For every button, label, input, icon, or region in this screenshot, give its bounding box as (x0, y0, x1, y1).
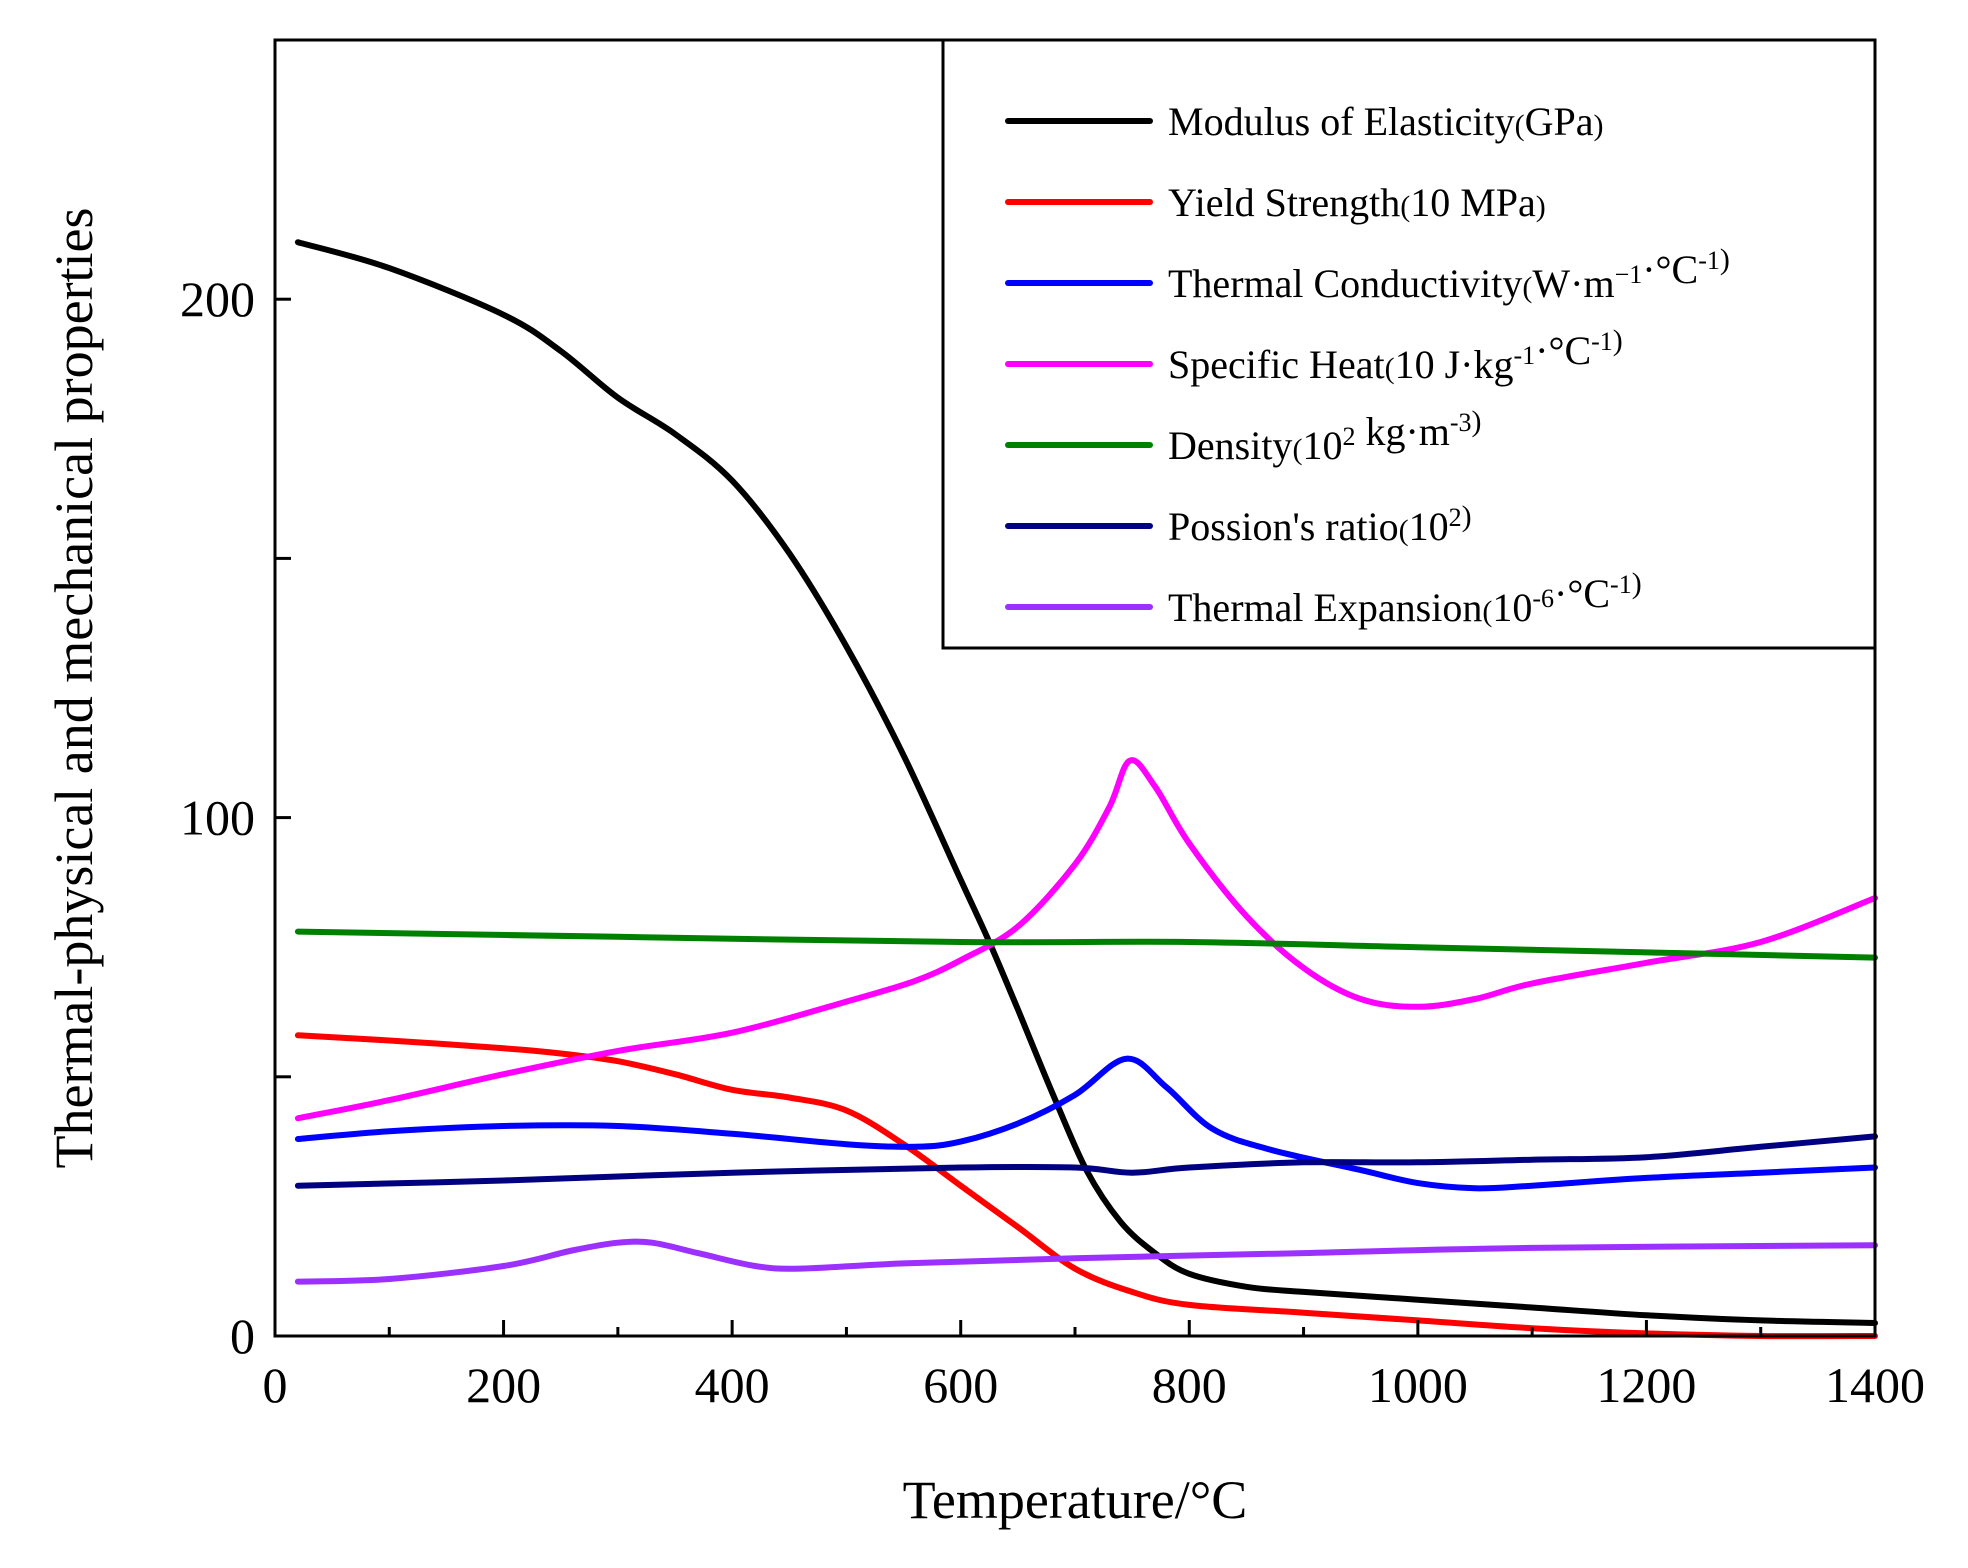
x-tick-label: 400 (695, 1357, 770, 1413)
x-tick-label: 1400 (1825, 1357, 1925, 1413)
x-axis-title: Temperature/°C (903, 1470, 1248, 1530)
x-tick-label: 200 (466, 1357, 541, 1413)
x-tick-label: 1000 (1368, 1357, 1468, 1413)
x-tick-label: 600 (923, 1357, 998, 1413)
legend-label-4: Density(102 kg·m-3) (1168, 405, 1482, 468)
legend: Modulus of Elasticity(GPa) Yield Strength… (941, 38, 1877, 650)
series-line-1 (294, 1032, 1878, 1340)
x-tick-label: 800 (1152, 1357, 1227, 1413)
y-tick-label: 100 (180, 790, 255, 846)
series-line-4 (294, 928, 1878, 961)
legend-label-5: Possion's ratio(102) (1168, 500, 1472, 549)
series-line-2 (294, 1055, 1878, 1192)
legend-label-3: Specific Heat(10 J·kg-1·°C-1) (1168, 324, 1623, 387)
legend-box (941, 38, 1877, 650)
series-line-0 (294, 239, 1878, 1326)
x-tick-label: 0 (263, 1357, 288, 1413)
legend-label-1: Yield Strength(10 MPa) (1168, 180, 1546, 225)
y-tick-label: 0 (230, 1308, 255, 1364)
y-axis-title: Thermal-physical and mechanical properti… (44, 207, 104, 1168)
x-tick-label: 1200 (1596, 1357, 1696, 1413)
series-line-5 (294, 1133, 1878, 1189)
legend-label-0: Modulus of Elasticity(GPa) (1168, 99, 1604, 144)
y-tick-label: 200 (180, 271, 255, 327)
ticks-layer: 0 200 400 600 800 1000 1200 1400 0 100 200 (180, 271, 1925, 1413)
legend-label-6: Thermal Expansion(10-6·°C-1) (1168, 567, 1642, 630)
series-line-6 (294, 1238, 1878, 1285)
series-line-3 (294, 757, 1878, 1122)
series-layer (294, 239, 1878, 1340)
legend-label-2: Thermal Conductivity(W·m−1·°C-1) (1168, 243, 1730, 306)
